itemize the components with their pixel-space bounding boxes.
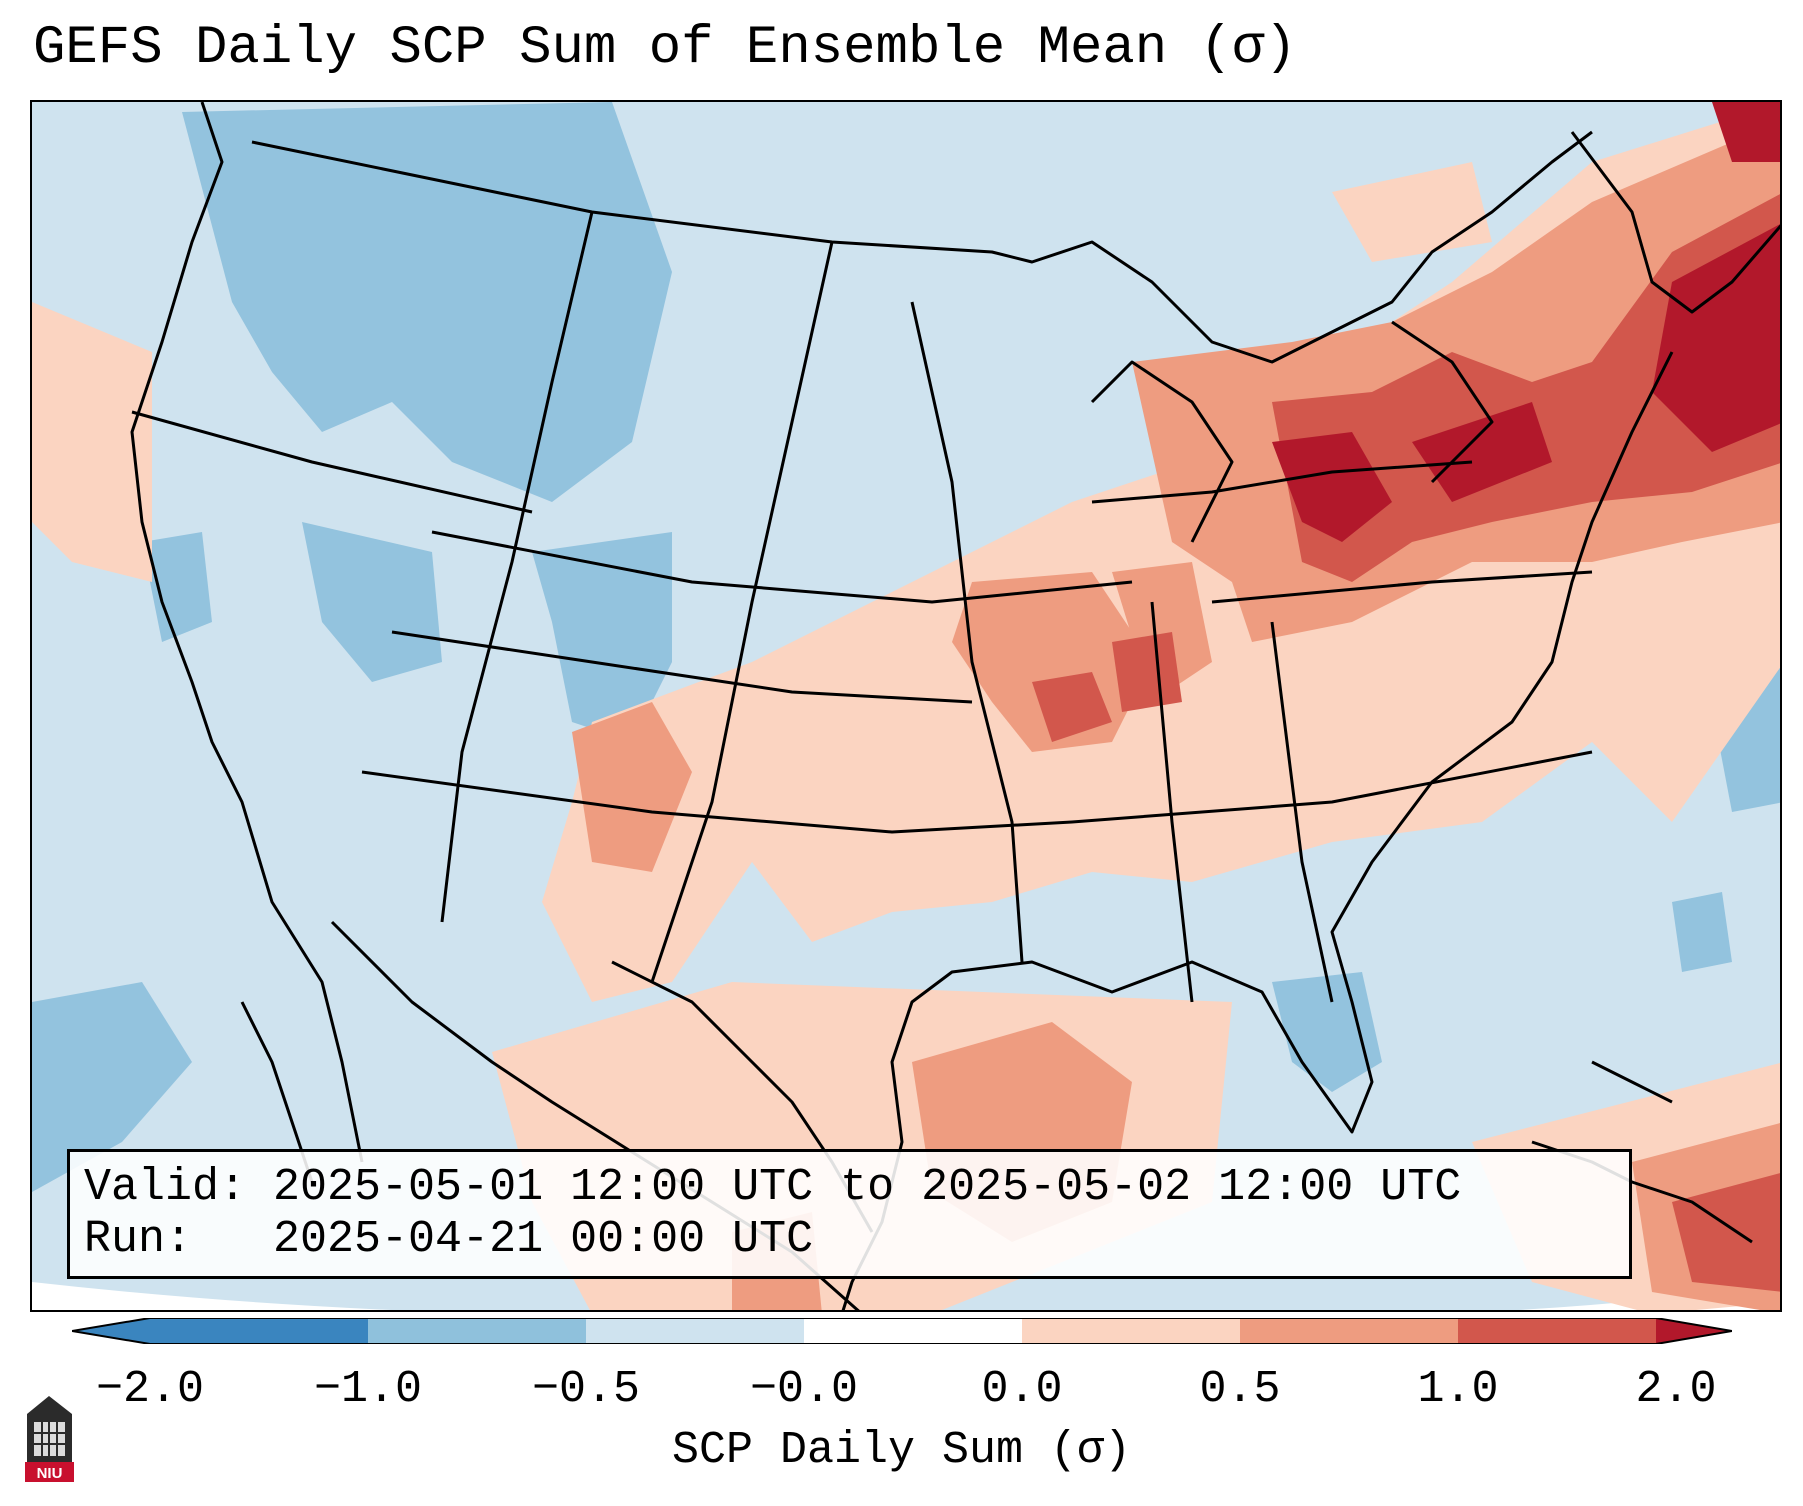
colorbar-extend-low	[72, 1318, 150, 1344]
svg-text:NIU: NIU	[37, 1465, 63, 1482]
colorbar-tick-label: −1.0	[313, 1364, 423, 1415]
run-time-text: Run: 2025-04-21 00:00 UTC	[84, 1214, 814, 1265]
map-svg	[32, 102, 1780, 1310]
map-panel	[30, 100, 1782, 1312]
colorbar-tick-label: 0.0	[981, 1364, 1063, 1415]
colorbar-segment-4	[804, 1318, 1022, 1344]
colorbar	[72, 1318, 1732, 1344]
colorbar-tick-label: −2.0	[95, 1364, 205, 1415]
niu-logo-icon: NIU	[25, 1396, 74, 1482]
chart-title: GEFS Daily SCP Sum of Ensemble Mean (σ)	[33, 18, 1297, 79]
colorbar-tick-label: −0.5	[531, 1364, 641, 1415]
colorbar-segment-6	[1240, 1318, 1458, 1344]
colorbar-tick-label: −0.0	[749, 1364, 859, 1415]
colorbar-extend-high	[1656, 1318, 1732, 1344]
coastlines-and-borders	[130, 102, 1780, 1310]
colorbar-segment-1	[150, 1318, 368, 1344]
max-positive-areas	[1272, 102, 1780, 542]
colorbar-segment-7	[1458, 1318, 1656, 1344]
strong-positive-areas	[1032, 194, 1780, 1292]
projection-edge-left	[32, 1282, 392, 1310]
colorbar-segment-3	[586, 1318, 804, 1344]
valid-time-text: Valid: 2025-05-01 12:00 UTC to 2025-05-0…	[84, 1162, 1462, 1213]
colorbar-tick-label: 2.0	[1635, 1364, 1717, 1415]
info-box: Valid: 2025-05-01 12:00 UTC to 2025-05-0…	[67, 1149, 1632, 1279]
colorbar-tick-label: 0.5	[1199, 1364, 1281, 1415]
colorbar-label: SCP Daily Sum (σ)	[671, 1425, 1132, 1476]
colorbar-segment-2	[368, 1318, 586, 1344]
colorbar-segment-5	[1022, 1318, 1240, 1344]
colorbar-tick-label: 1.0	[1417, 1364, 1499, 1415]
